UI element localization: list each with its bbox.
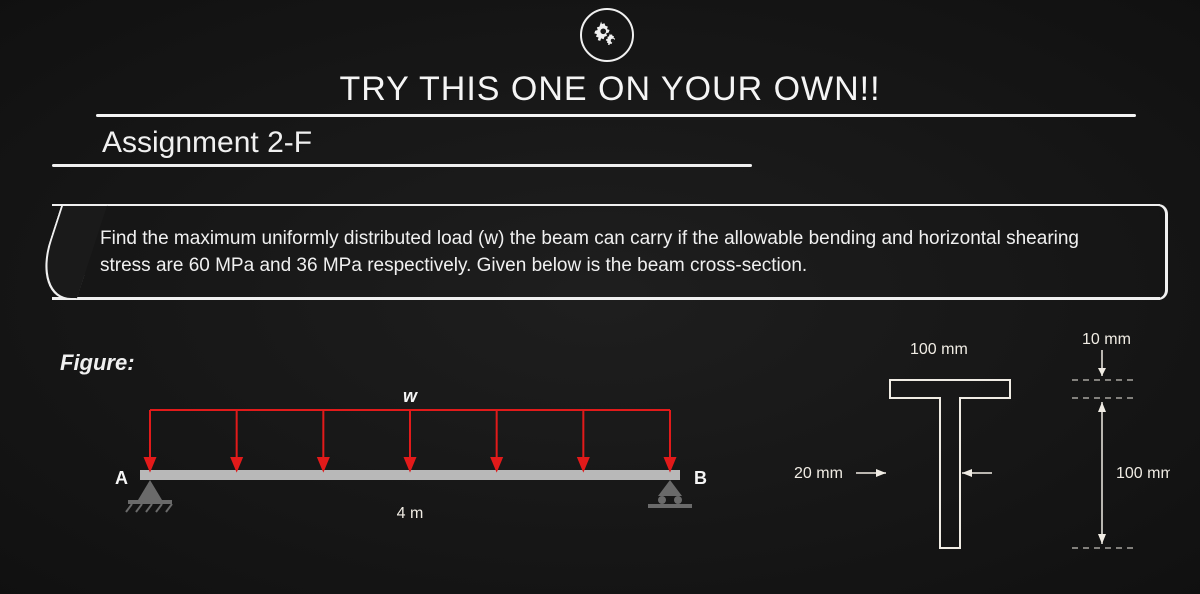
subtitle-underline <box>52 164 752 167</box>
problem-text: Find the maximum uniformly distributed l… <box>100 228 1079 276</box>
callout-tail-left <box>30 204 107 300</box>
distributed-load-icon <box>145 410 675 470</box>
flange-width-label: 100 mm <box>910 341 968 358</box>
web-thick-dim: 20 mm <box>794 465 992 482</box>
problem-statement: Find the maximum uniformly distributed l… <box>52 204 1160 300</box>
title-underline <box>96 114 1136 117</box>
web-height-dim: 100 mm <box>1072 402 1170 548</box>
svg-text:100 mm: 100 mm <box>1116 465 1170 482</box>
svg-text:20 mm: 20 mm <box>794 465 843 482</box>
svg-text:10 mm: 10 mm <box>1082 331 1131 348</box>
header-icon-circle <box>580 8 634 62</box>
gears-icon <box>592 20 622 50</box>
page-title: TRY THIS ONE ON YOUR OWN!! <box>240 70 980 109</box>
flange-thick-dim: 10 mm <box>1072 331 1136 398</box>
support-b-icon <box>648 480 692 508</box>
label-b: B <box>694 468 707 488</box>
callout-tail-right <box>1144 204 1168 300</box>
assignment-heading: Assignment 2-F <box>102 126 312 160</box>
label-a: A <box>115 468 128 488</box>
beam-diagram: w A B 4 m <box>100 380 720 550</box>
figure-label: Figure: <box>60 350 135 376</box>
span-label: 4 m <box>397 505 424 522</box>
cross-section-diagram: 100 mm 10 mm 100 mm 20 mm <box>790 320 1170 580</box>
t-section-outline <box>890 380 1010 548</box>
support-a-icon <box>126 480 172 512</box>
load-label: w <box>403 386 418 406</box>
